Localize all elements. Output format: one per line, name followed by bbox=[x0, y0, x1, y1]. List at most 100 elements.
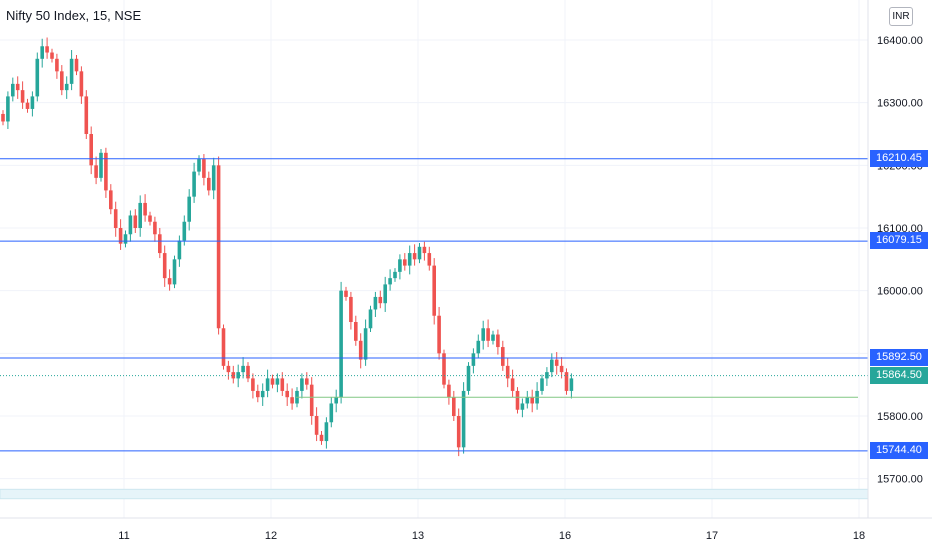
candle-body bbox=[104, 152, 108, 191]
candle-body bbox=[393, 271, 397, 279]
candle-body bbox=[569, 378, 574, 391]
candle-body bbox=[260, 390, 265, 398]
candle-body bbox=[466, 365, 471, 391]
candle-body bbox=[128, 215, 133, 235]
candle-body bbox=[246, 365, 250, 379]
candle-body bbox=[138, 202, 142, 228]
candle-body bbox=[202, 159, 206, 178]
candle-body bbox=[69, 58, 74, 84]
candle-body bbox=[197, 159, 201, 172]
candle-body bbox=[501, 347, 505, 366]
candle-body bbox=[358, 340, 363, 360]
candle-body bbox=[510, 378, 515, 391]
candle-body bbox=[89, 134, 93, 166]
candle-body bbox=[74, 58, 79, 72]
candle-body bbox=[540, 378, 544, 391]
current-price-tag: 15864.50 bbox=[870, 366, 928, 384]
candle-body bbox=[427, 253, 432, 266]
candle-body bbox=[471, 353, 476, 366]
candle-body bbox=[525, 397, 530, 404]
candle-body bbox=[461, 390, 466, 448]
time-axis-labels: 11 12 13 16 17 18 bbox=[118, 530, 865, 542]
candle-body bbox=[113, 209, 118, 228]
price-tick-label: 15800.00 bbox=[877, 411, 923, 423]
candle-body bbox=[133, 215, 138, 228]
candle-body bbox=[55, 58, 59, 72]
axes bbox=[0, 0, 932, 519]
candle-body bbox=[167, 278, 172, 285]
candle-body bbox=[437, 315, 441, 354]
candle-body bbox=[491, 334, 495, 341]
candle-body bbox=[251, 378, 255, 391]
candle-body bbox=[520, 403, 525, 410]
candle-body bbox=[452, 397, 456, 416]
candle-body bbox=[344, 290, 348, 297]
candle-body bbox=[368, 309, 373, 329]
candle-body bbox=[45, 46, 49, 53]
candlestick-series bbox=[1, 37, 574, 457]
candle-body bbox=[172, 259, 177, 285]
time-tick-label: 18 bbox=[853, 530, 865, 542]
candle-body bbox=[256, 390, 260, 398]
price-tick-label: 15700.00 bbox=[877, 474, 923, 486]
candle-body bbox=[324, 422, 329, 442]
price-axis-labels: 15700.0015800.0015900.0016000.0016100.00… bbox=[877, 35, 923, 486]
candle-body bbox=[1, 113, 5, 122]
candle-body bbox=[11, 83, 15, 97]
candle-body bbox=[515, 390, 520, 410]
currency-button[interactable]: INR bbox=[889, 7, 913, 26]
candle-body bbox=[270, 378, 275, 385]
candle-body bbox=[187, 196, 191, 222]
candle-body bbox=[192, 171, 196, 197]
candle-body bbox=[456, 416, 461, 448]
candle-body bbox=[505, 365, 510, 379]
candle-body bbox=[398, 259, 402, 272]
candle-body bbox=[314, 416, 319, 435]
support-zone bbox=[0, 488, 869, 500]
candle-body bbox=[236, 372, 240, 379]
candle-body bbox=[84, 96, 89, 134]
candle-body bbox=[373, 296, 378, 310]
price-tick-label: 16300.00 bbox=[877, 98, 923, 110]
candle-body bbox=[309, 384, 314, 416]
candle-body bbox=[226, 365, 231, 373]
candle-body bbox=[158, 234, 162, 254]
candle-body bbox=[363, 328, 368, 360]
candle-body bbox=[216, 165, 221, 329]
candle-body bbox=[564, 372, 569, 391]
candle-body bbox=[30, 96, 35, 109]
candle-body bbox=[481, 328, 485, 341]
candle-body bbox=[265, 378, 270, 391]
candle-body bbox=[280, 378, 285, 391]
candle-body bbox=[422, 246, 427, 254]
symbol-title[interactable]: Nifty 50 Index, 15, NSE bbox=[6, 8, 142, 23]
candle-body bbox=[530, 397, 534, 404]
candle-body bbox=[275, 378, 280, 385]
candle-body bbox=[496, 334, 500, 348]
candle-body bbox=[290, 397, 294, 404]
candle-body bbox=[339, 290, 343, 398]
candle-body bbox=[412, 253, 417, 260]
level-price-tag: 16079.15 bbox=[870, 232, 928, 250]
time-tick-label: 13 bbox=[412, 530, 424, 542]
candle-body bbox=[554, 359, 559, 366]
candle-body bbox=[148, 215, 152, 222]
candle-body bbox=[15, 83, 20, 91]
candle-body bbox=[123, 234, 128, 244]
candle-body bbox=[383, 284, 387, 304]
candle-body bbox=[109, 190, 113, 210]
candle-body bbox=[221, 328, 226, 366]
candle-body bbox=[162, 253, 167, 279]
candle-body bbox=[6, 96, 10, 122]
horizontal-levels bbox=[0, 158, 868, 452]
candle-body bbox=[118, 228, 123, 244]
candle-body bbox=[486, 328, 490, 341]
candle-body bbox=[50, 52, 54, 59]
candle-body bbox=[334, 397, 338, 404]
candle-body bbox=[241, 365, 245, 373]
candle-body bbox=[319, 434, 324, 442]
time-tick-label: 17 bbox=[706, 530, 718, 542]
candle-body bbox=[476, 340, 481, 354]
